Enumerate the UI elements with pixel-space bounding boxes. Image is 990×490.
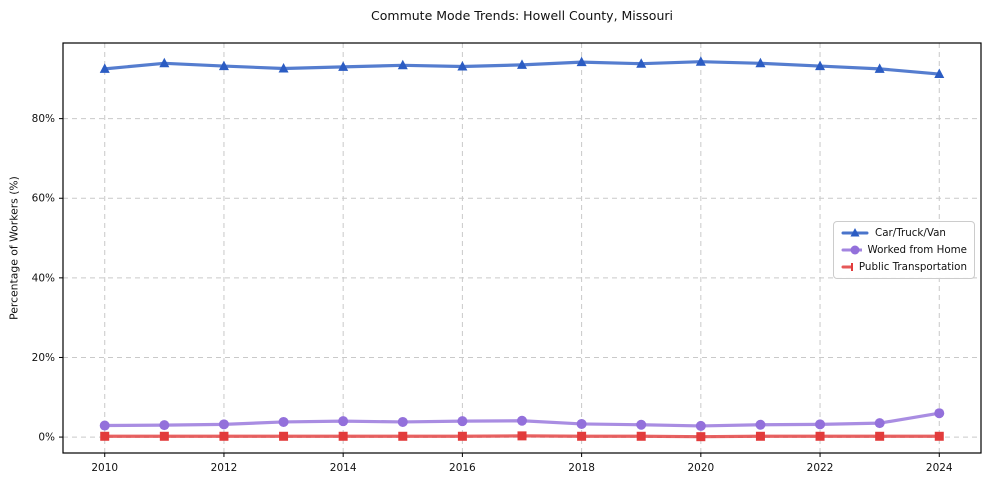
legend-item-label: Public Transportation [858, 260, 967, 273]
svg-text:60%: 60% [32, 193, 55, 205]
svg-text:2014: 2014 [330, 462, 357, 474]
legend-item-label: Worked from Home [867, 243, 968, 256]
svg-text:20%: 20% [32, 352, 55, 364]
legend-item-label: Car/Truck/Van [875, 227, 946, 240]
line-triangle-marker-icon [841, 228, 869, 237]
svg-text:2012: 2012 [211, 462, 238, 474]
chart-title: Commute Mode Trends: Howell County, Miss… [371, 8, 673, 23]
svg-text:2018: 2018 [568, 462, 595, 474]
svg-text:2022: 2022 [807, 462, 834, 474]
line-square-marker-icon [841, 262, 853, 271]
svg-text:80%: 80% [32, 113, 55, 125]
svg-text:2024: 2024 [926, 462, 953, 474]
legend-item-car-truck-van: Car/Truck/Van [841, 226, 967, 240]
svg-text:0%: 0% [38, 432, 55, 444]
legend-item-worked-from-home: Worked from Home [841, 243, 967, 257]
svg-text:40%: 40% [32, 272, 55, 284]
svg-text:2020: 2020 [687, 462, 714, 474]
legend: Car/Truck/Van Worked from Home Public Tr… [833, 221, 975, 279]
legend-item-public-transportation: Public Transportation [841, 260, 967, 274]
line-circle-marker-icon [841, 245, 862, 255]
svg-text:2010: 2010 [91, 462, 118, 474]
svg-text:2016: 2016 [449, 462, 476, 474]
